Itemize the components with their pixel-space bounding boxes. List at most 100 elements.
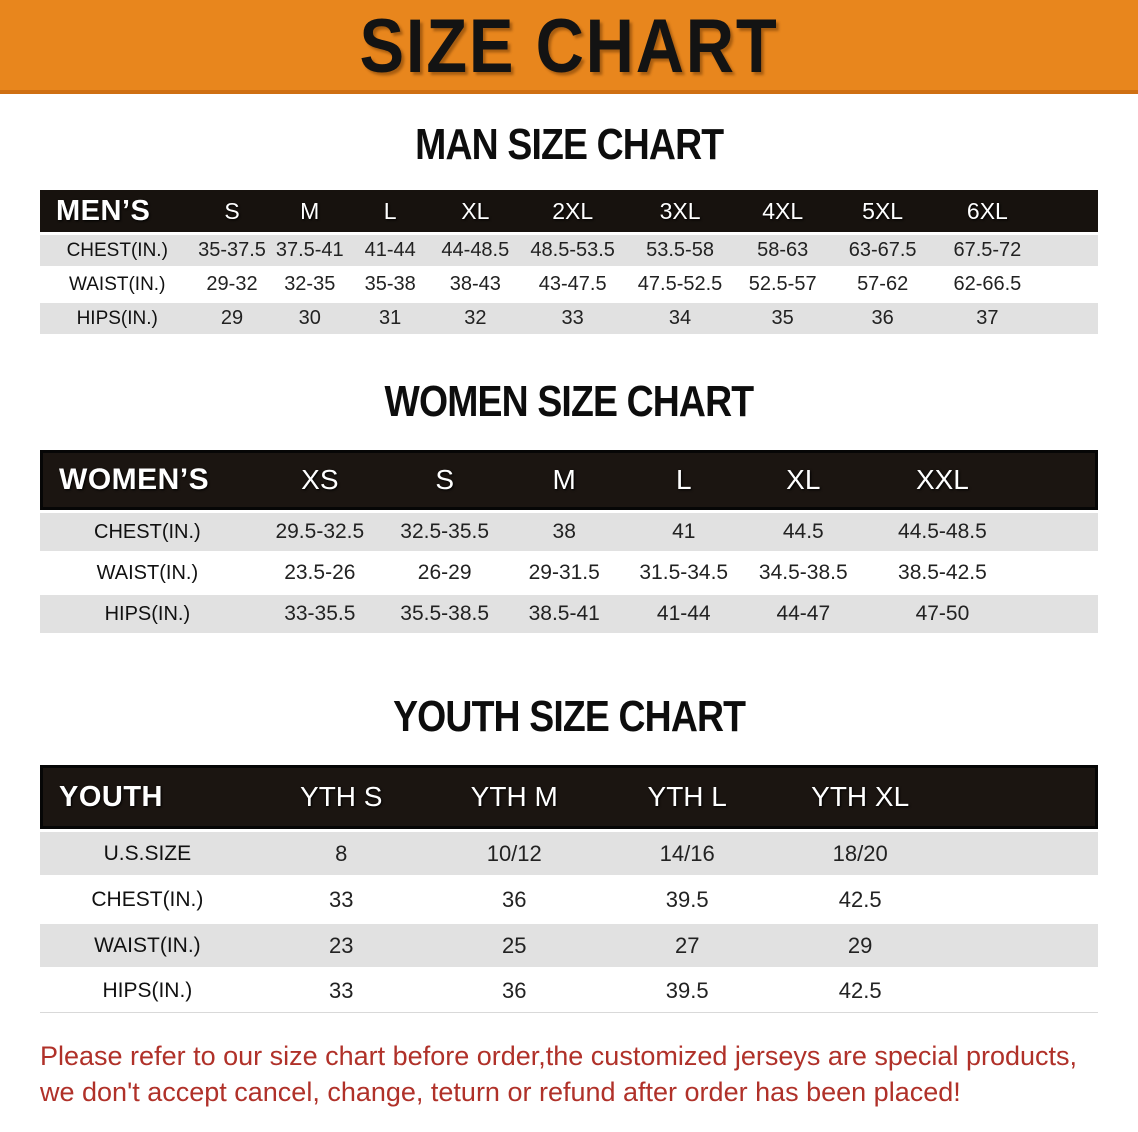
man-row-spacer: [1039, 303, 1098, 334]
youth-cell-value: 36: [501, 886, 527, 912]
women-corner-label: WOMEN’S: [40, 450, 255, 510]
man-measurement-row: WAIST(IN.) 29-32 32-35 35-38 38-43 43-47.5 47.…: [40, 269, 1098, 300]
youth-header-spacer: [946, 765, 1098, 829]
size-chart-banner: SIZE CHART: [0, 0, 1138, 94]
youth-cell-value: 42.5: [773, 970, 947, 1013]
women-header-spacer: [1021, 450, 1098, 510]
women-size-column-header: XL: [743, 450, 864, 510]
man-row-label: CHEST(IN.): [40, 235, 195, 266]
women-size-column-header: S: [384, 450, 505, 510]
youth-measurement-row: CHEST(IN.) 33 36 39.5 42.5: [40, 878, 1098, 921]
women-size-column-header: XXL: [863, 450, 1022, 510]
man-cell-value: 37: [935, 303, 1040, 334]
youth-measurement-row: HIPS(IN.) 33 36 39.5 42.5: [40, 970, 1098, 1013]
youth-header-row: YOUTH YTH S YTH M YTH L YTH XL: [40, 765, 1098, 829]
man-measurement-row: HIPS(IN.) 29 30 31 32 33 34 35 36 37: [40, 303, 1098, 334]
man-cell-value: 63-67.5: [830, 235, 936, 266]
women-measurement-row: CHEST(IN.) 29.5-32.5 32.5-35.5 38 41 44.5 44.5…: [40, 513, 1098, 551]
man-cell-value: 58-63: [735, 235, 831, 266]
women-measurement-row: HIPS(IN.) 33-35.5 35.5-38.5 38.5-41 41-44 44-…: [40, 595, 1098, 633]
youth-cell-value: 10/12: [427, 832, 601, 875]
youth-size-column-header: YTH M: [427, 765, 601, 829]
man-cell-value: 52.5-57: [748, 273, 817, 295]
man-size-column-header: 2XL: [520, 190, 626, 232]
women-size-column-header: L: [623, 450, 744, 510]
youth-size-table: YOUTH YTH S YTH M YTH L YTH XL U.S.SIZE 8 10/12…: [40, 762, 1098, 1016]
youth-section-title: YOUTH SIZE CHART: [0, 692, 1138, 742]
youth-section-title-text: YOUTH SIZE CHART: [392, 692, 746, 741]
man-cell-value: 37.5-41: [269, 235, 350, 266]
man-header-row: MEN’S S M L XL 2XL 3XL 4XL 5XL 6XL: [40, 190, 1098, 232]
women-cell-value: 44-47: [743, 595, 864, 633]
youth-cell-value: 42.5: [838, 886, 882, 912]
youth-cell-value: 8: [254, 832, 428, 875]
youth-cell-value: 36: [427, 970, 601, 1013]
youth-corner-label: YOUTH: [40, 765, 255, 829]
women-cell-value: 38.5-41: [504, 595, 624, 633]
youth-row-label: WAIST(IN.): [40, 924, 255, 967]
man-cell-value: 62-66.5: [953, 273, 1022, 295]
women-cell-value: 26-29: [417, 561, 472, 584]
women-cell-value: 41-44: [623, 595, 744, 633]
man-row-label: HIPS(IN.): [40, 303, 195, 334]
man-size-column-header: M: [269, 190, 350, 232]
man-cell-value: 30: [269, 303, 350, 334]
women-row-spacer: [1021, 595, 1098, 633]
women-row-label: CHEST(IN.): [40, 513, 255, 551]
man-cell-value: 67.5-72: [935, 235, 1040, 266]
women-section-title: WOMEN SIZE CHART: [0, 377, 1138, 427]
youth-size-column-header: YTH L: [600, 765, 774, 829]
women-row-label: HIPS(IN.): [40, 595, 255, 633]
man-cell-value: 31: [349, 303, 431, 334]
man-cell-value: 53.5-58: [625, 235, 736, 266]
man-section-title: MAN SIZE CHART: [0, 120, 1138, 170]
youth-cell-value: 23: [254, 924, 428, 967]
youth-size-column-header: YTH S: [254, 765, 428, 829]
man-cell-value: 35-38: [364, 273, 416, 295]
man-cell-value: 32-35: [284, 273, 336, 295]
youth-cell-value: 14/16: [600, 832, 774, 875]
man-size-column-header: XL: [430, 190, 521, 232]
youth-cell-value: 18/20: [773, 832, 947, 875]
women-size-table: WOMEN’S XS S M L XL XXL CHEST(IN.) 29.5-32.5 32.5…: [40, 447, 1098, 636]
man-size-column-header: 5XL: [830, 190, 936, 232]
women-cell-value: 33-35.5: [254, 595, 385, 633]
man-size-column-header: S: [194, 190, 270, 232]
man-cell-value: 29: [194, 303, 270, 334]
man-corner-label: MEN’S: [40, 190, 195, 232]
man-cell-value: 35-37.5: [194, 235, 270, 266]
women-measurement-row: WAIST(IN.) 23.5-26 26-29 29-31.5 31.5-34.5 34…: [40, 554, 1098, 592]
women-cell-value: 34.5-38.5: [758, 561, 848, 584]
man-header-spacer: [1039, 190, 1098, 232]
youth-row-label: CHEST(IN.): [91, 887, 204, 911]
man-cell-value: 38-43: [449, 273, 501, 295]
youth-row-label: HIPS(IN.): [40, 970, 255, 1013]
youth-cell-value: 25: [427, 924, 601, 967]
youth-row-spacer: [946, 924, 1098, 967]
youth-measurement-row: U.S.SIZE 8 10/12 14/16 18/20: [40, 832, 1098, 875]
disclaimer-line-2: we don't accept cancel, change, teturn o…: [40, 1076, 961, 1107]
women-cell-value: 38.5-42.5: [898, 561, 987, 584]
man-cell-value: 36: [830, 303, 936, 334]
disclaimer-text: Please refer to our size chart before or…: [40, 1039, 1100, 1111]
man-section-title-text: MAN SIZE CHART: [414, 120, 724, 169]
women-size-column-header: XS: [254, 450, 385, 510]
men-size-table: MEN’S S M L XL 2XL 3XL 4XL 5XL 6XL CHEST(IN.) 35-37…: [40, 187, 1098, 337]
man-cell-value: 33: [520, 303, 626, 334]
man-size-column-header: L: [349, 190, 431, 232]
man-cell-value: 35: [735, 303, 831, 334]
man-cell-value: 57-62: [857, 273, 909, 295]
youth-cell-value: 33: [329, 886, 354, 912]
women-cell-value: 47-50: [863, 595, 1022, 633]
man-size-column-header: 4XL: [735, 190, 831, 232]
man-cell-value: 32: [430, 303, 521, 334]
youth-cell-value: 39.5: [600, 970, 774, 1013]
women-cell-value: 44.5: [743, 513, 864, 551]
man-cell-value: 48.5-53.5: [520, 235, 626, 266]
women-cell-value: 32.5-35.5: [384, 513, 505, 551]
man-cell-value: 34: [625, 303, 736, 334]
women-row-spacer: [1021, 513, 1098, 551]
women-section-title-text: WOMEN SIZE CHART: [384, 377, 755, 426]
youth-row-label: U.S.SIZE: [40, 832, 255, 875]
women-row-spacer: [1022, 554, 1098, 592]
